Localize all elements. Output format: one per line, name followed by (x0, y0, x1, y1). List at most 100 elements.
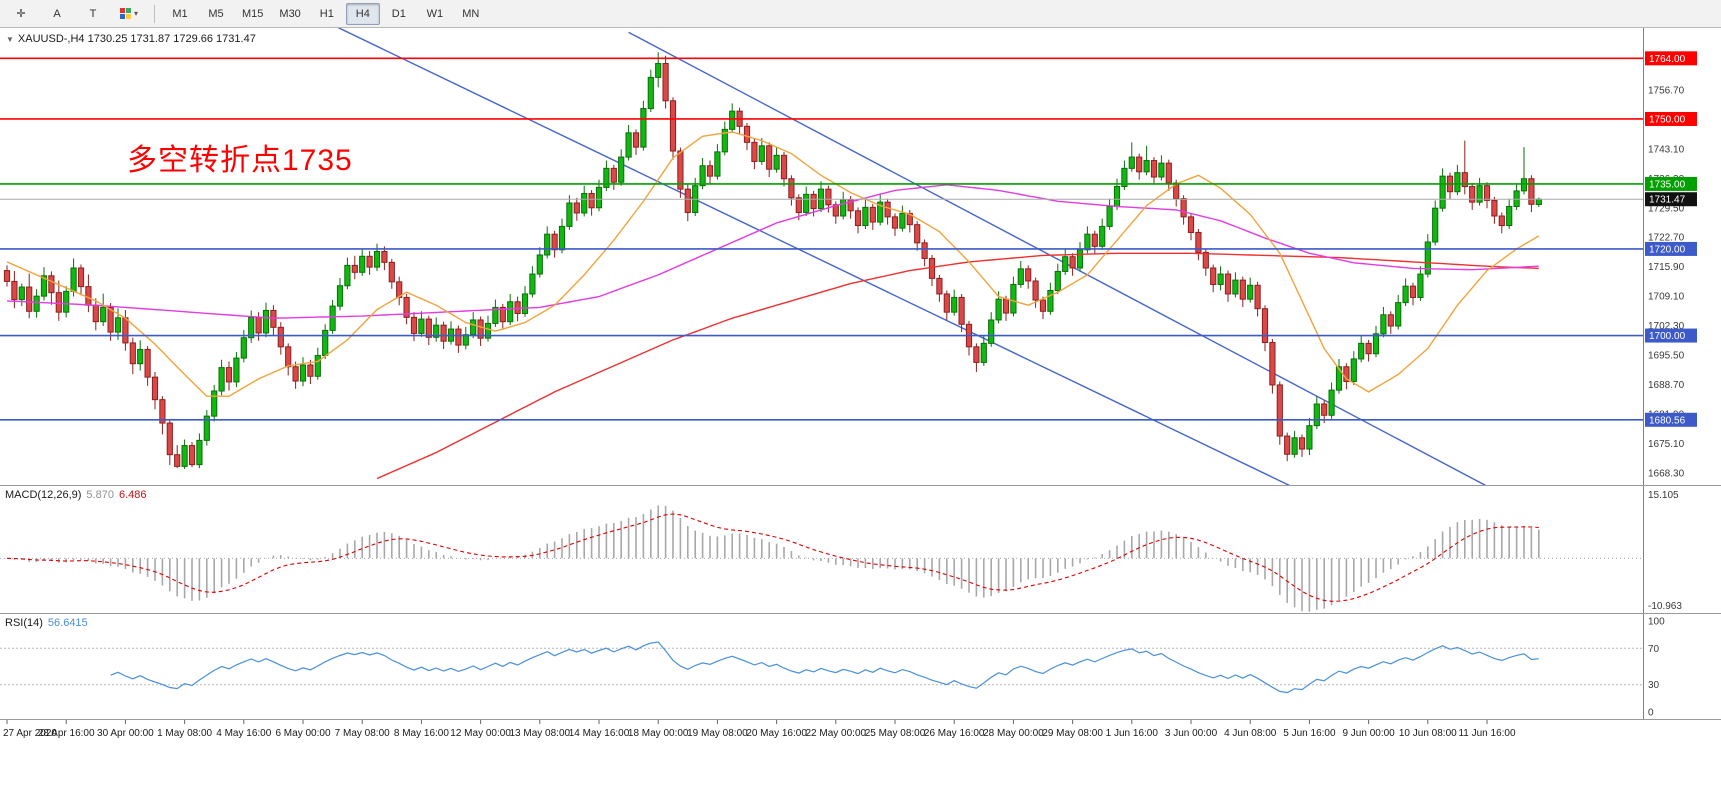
collapse-arrow-icon[interactable]: ▼ (6, 35, 14, 44)
price-badge (1645, 241, 1697, 256)
crosshair-icon: ✛ (16, 8, 26, 20)
candle-body (1432, 207, 1439, 243)
candle-body (314, 354, 321, 377)
time-axis-label: 30 Apr 00:00 (97, 728, 154, 739)
tf-button-M30[interactable]: M30 (279, 7, 301, 20)
crosshair-tool-button[interactable]: ✛ (4, 3, 38, 25)
candle-body (573, 202, 580, 214)
candle-body (492, 306, 499, 324)
candle-body (166, 422, 173, 456)
candle-body (3, 270, 11, 282)
tf-button-M15[interactable]: M15 (242, 7, 264, 20)
time-axis-label: 28 May 00:00 (983, 728, 1044, 739)
rsi-axis-label: 100 (1648, 617, 1665, 628)
tf-button-M5[interactable]: M5 (208, 7, 224, 20)
candle-body (1121, 167, 1128, 188)
candle-body (1136, 156, 1143, 173)
candle-body (921, 242, 928, 259)
candle-body (773, 154, 780, 170)
candle-body (1269, 341, 1276, 386)
chart-annotation[interactable]: 多空转折点1735 (127, 144, 353, 177)
candle-body (825, 188, 832, 206)
candle-body (669, 100, 677, 152)
candle-body (70, 267, 77, 292)
candle-body (55, 292, 62, 313)
price-chart-canvas[interactable]: 1668.301675.101681.901688.701695.501702.… (0, 28, 1721, 485)
candle-body (721, 128, 728, 153)
candle-body (1365, 342, 1372, 355)
candle-body (544, 233, 551, 256)
tf-button-W1[interactable]: W1 (426, 7, 444, 20)
candle-body (351, 264, 358, 273)
candle-body (159, 399, 166, 424)
candle-body (1025, 268, 1032, 282)
symbol-ohlc-label: ▼ XAUUSD-,H4 1730.25 1731.87 1729.66 1731… (6, 33, 256, 45)
time-axis-label: 1 Jun 16:00 (1106, 728, 1159, 739)
time-axis-label: 25 May 08:00 (865, 728, 926, 739)
rsi-value: 56.6415 (47, 617, 88, 629)
ma-magenta-line[interactable] (6, 184, 1539, 319)
candle-body (1417, 273, 1424, 298)
candle-body (203, 415, 210, 441)
trendline[interactable] (303, 28, 1302, 485)
candle-body (292, 366, 299, 382)
candle-body (225, 367, 233, 383)
time-axis-label: 19 May 08:00 (687, 728, 748, 739)
text-tool-button[interactable]: T (76, 3, 110, 25)
tf-button-M1[interactable]: M1 (172, 7, 188, 20)
candle-body (958, 296, 965, 325)
rsi-axis-label: 0 (1648, 708, 1654, 719)
tf-button-D1[interactable]: D1 (391, 7, 406, 20)
candle-body (788, 178, 795, 199)
candle-body (729, 110, 736, 130)
candle-body (632, 132, 640, 148)
ma-red-line[interactable] (376, 252, 1539, 480)
time-axis-label: 13 May 08:00 (509, 728, 570, 739)
candle-body (188, 445, 196, 466)
candle-body (1069, 256, 1076, 269)
candle-body (1106, 205, 1113, 227)
candle-body (40, 275, 48, 297)
candle-body (425, 318, 432, 338)
candle-body (1247, 284, 1254, 300)
text-annotation-button[interactable]: A (53, 7, 61, 20)
candle-body (840, 199, 847, 217)
rsi-canvas[interactable]: 100 70 30 0 (0, 614, 1721, 719)
price-badge-label: 1680.56 (1649, 415, 1686, 426)
candle-body (388, 261, 395, 283)
price-badge-label: 1731.47 (1649, 195, 1686, 206)
candle-body (758, 145, 765, 162)
tf-button-H4[interactable]: H4 (345, 2, 380, 25)
tf-button-MN[interactable]: MN (462, 7, 480, 20)
candle-body (1513, 190, 1520, 207)
time-axis-panel[interactable]: 27 Apr 2020 28 Apr 16:00 30 Apr 00:00 1 May… (0, 719, 1721, 746)
time-axis-label: 7 May 08:00 (335, 728, 390, 739)
candle-body (980, 342, 987, 363)
candle-body (1239, 279, 1246, 300)
candle-body (1039, 299, 1047, 312)
bottom-margin (0, 746, 1721, 795)
colors-icon (119, 8, 131, 19)
candle-body (1217, 273, 1224, 285)
candle-body (77, 267, 85, 288)
time-axis-label: 26 May 16:00 (924, 728, 985, 739)
ma-orange-line[interactable] (6, 131, 1540, 397)
candle-body (1158, 162, 1165, 178)
price-badge-label: 1700.00 (1649, 331, 1686, 342)
candle-body (418, 318, 425, 334)
candle-body (48, 275, 55, 294)
trendline[interactable] (628, 31, 1547, 485)
candle-body (403, 296, 410, 318)
price-axis-label: 1729.50 (1648, 203, 1685, 214)
candle-body (129, 342, 136, 365)
candle-body (248, 316, 255, 339)
colors-dropdown-button[interactable]: ▾ (112, 3, 146, 25)
price-axis-label: 1668.30 (1648, 468, 1685, 479)
candle-body (1054, 270, 1061, 292)
candle-body (884, 201, 891, 218)
macd-canvas[interactable]: 15.105 -10.963 (0, 486, 1721, 613)
candle-body (1091, 233, 1098, 247)
candle-body (299, 364, 307, 382)
tf-button-H1[interactable]: H1 (319, 7, 334, 20)
